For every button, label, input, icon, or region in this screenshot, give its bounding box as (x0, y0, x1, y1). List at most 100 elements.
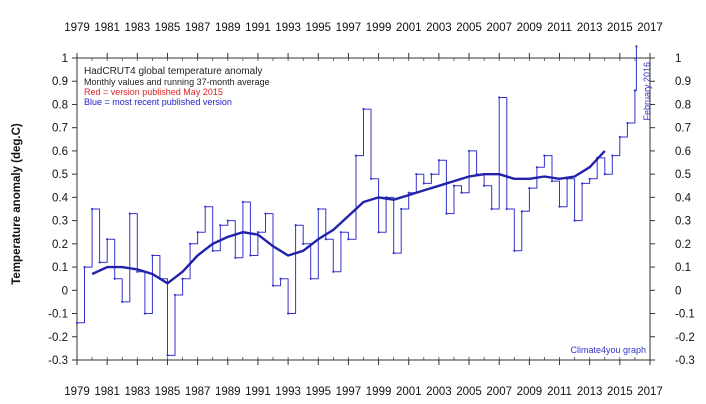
x-tick-label-bottom: 2013 (577, 386, 603, 398)
x-tick-label-top: 2017 (637, 22, 663, 34)
monthly-value-point (498, 96, 501, 99)
x-tick-label-top: 1989 (215, 22, 241, 34)
monthly-value-point (520, 210, 523, 213)
running-average-series (91, 150, 606, 285)
y-tick-label-right: 0.4 (675, 192, 692, 204)
monthly-value-point (113, 277, 116, 280)
x-tick-label-top: 2005 (456, 22, 482, 34)
monthly-value-point (543, 154, 546, 157)
x-tick-label-bottom: 2001 (396, 386, 422, 398)
y-tick-label-right: 0.7 (675, 123, 691, 135)
x-tick-label-bottom: 2003 (426, 386, 452, 398)
x-tick-label-top: 1997 (336, 22, 362, 34)
monthly-value-point (626, 121, 629, 125)
monthly-value-point (407, 191, 410, 194)
y-tick-label-right: 1 (675, 53, 681, 65)
x-tick-label-top: 2015 (607, 22, 633, 34)
monthly-value-point (354, 154, 358, 157)
monthly-value-point (535, 166, 539, 169)
x-tick-label-top: 2009 (517, 22, 543, 34)
monthly-value-point (347, 238, 350, 241)
x-tick-label-bottom: 1999 (366, 386, 392, 398)
x-axis-bottom: 1979 1981 1983 1985 1987 1989 1991 1993 1995 1997… (64, 357, 663, 398)
y-tick-label-right: -0.2 (675, 332, 695, 344)
monthly-value-point (550, 180, 554, 183)
y-tick-label-left: 0.6 (52, 146, 68, 158)
monthly-value-point (264, 212, 267, 215)
monthly-value-point (603, 173, 606, 176)
x-tick-label-top: 2007 (486, 22, 512, 34)
x-tick-label-top: 1991 (245, 22, 271, 34)
monthly-value-point (287, 312, 290, 315)
y-tick-label-left: 0.5 (52, 169, 68, 181)
x-tick-label-bottom: 2011 (547, 386, 572, 398)
monthly-value-point (467, 149, 471, 153)
x-tick-label-bottom: 2007 (486, 386, 512, 398)
monthly-value-point (234, 256, 237, 259)
monthly-value-point (309, 277, 312, 280)
x-tick-label-top: 2003 (426, 22, 452, 34)
y-axis-right: 1 0.9 0.8 0.7 0.6 0.5 0.4 0.3 0.2 0.1 0 -0.1 -0.2 -0.… (650, 53, 695, 367)
monthly-value-point (611, 154, 614, 157)
x-tick-label-bottom: 1993 (275, 386, 301, 398)
y-tick-label-left: -0.1 (48, 309, 68, 321)
monthly-value-point (226, 219, 229, 222)
monthly-value-point (83, 265, 86, 269)
legend-blue-note: Blue = most recent published version (84, 97, 232, 107)
monthly-value-point (633, 89, 637, 92)
monthly-value-point (415, 173, 418, 176)
monthly-value-point (136, 270, 139, 273)
monthly-value-point (219, 224, 222, 227)
y-tick-label-left: 1 (62, 53, 68, 65)
monthly-value-point (422, 182, 425, 185)
y-tick-label-right: 0.3 (675, 216, 691, 228)
monthly-value-point (121, 300, 124, 304)
monthly-value-point (241, 200, 244, 204)
y-tick-label-left: -0.3 (48, 355, 68, 367)
series-layer (75, 45, 638, 357)
x-tick-label-top: 1993 (275, 22, 301, 34)
monthly-value-point (437, 159, 440, 162)
x-tick-label-bottom: 1995 (305, 386, 331, 398)
monthly-value-point (188, 242, 192, 245)
monthly-value-point (151, 254, 154, 257)
climate4you-credit: Climate4you graph (570, 345, 646, 355)
monthly-value-point (256, 231, 260, 234)
x-tick-label-bottom: 1983 (125, 386, 151, 398)
monthly-value-point (618, 135, 621, 139)
y-tick-label-right: 0.2 (675, 239, 691, 251)
y-tick-label-left: 0.3 (52, 216, 68, 228)
monthly-value-point (635, 45, 638, 48)
y-tick-label-right: 0 (675, 285, 681, 297)
monthly-value-point (166, 354, 169, 357)
y-tick-label-left: 0.9 (52, 76, 68, 88)
x-tick-label-bottom: 1997 (336, 386, 362, 398)
monthly-value-point (332, 270, 335, 273)
x-tick-label-bottom: 1981 (94, 386, 120, 398)
monthly-value-point (196, 231, 199, 234)
y-tick-label-left: 0 (62, 285, 68, 297)
monthly-value-point (181, 277, 184, 280)
legend-red-note: Red = version published May 2015 (84, 87, 223, 97)
y-tick-label-left: 0.1 (52, 262, 68, 274)
monthly-value-point (369, 177, 373, 180)
y-tick-label-right: 0.6 (675, 146, 691, 158)
monthly-value-point (513, 249, 516, 252)
monthly-value-point (211, 249, 214, 252)
x-tick-label-bottom: 1987 (185, 386, 211, 398)
y-axis-label: Temperature anomaly (deg.C) (11, 123, 23, 285)
monthly-value-point (173, 293, 177, 297)
monthly-value-point (204, 205, 207, 208)
x-tick-label-top: 1987 (185, 22, 211, 34)
monthly-value-point (452, 184, 456, 187)
monthly-value-point (490, 207, 493, 211)
y-tick-label-right: 0.1 (675, 262, 691, 274)
monthly-value-point (294, 224, 297, 227)
y-tick-label-right: -0.3 (675, 355, 695, 367)
monthly-value-point (317, 207, 320, 211)
x-tick-label-bottom: 2005 (456, 386, 482, 398)
x-tick-label-top: 1983 (125, 22, 151, 34)
y-tick-label-right: 0.9 (675, 76, 691, 88)
monthly-value-point (90, 207, 94, 211)
